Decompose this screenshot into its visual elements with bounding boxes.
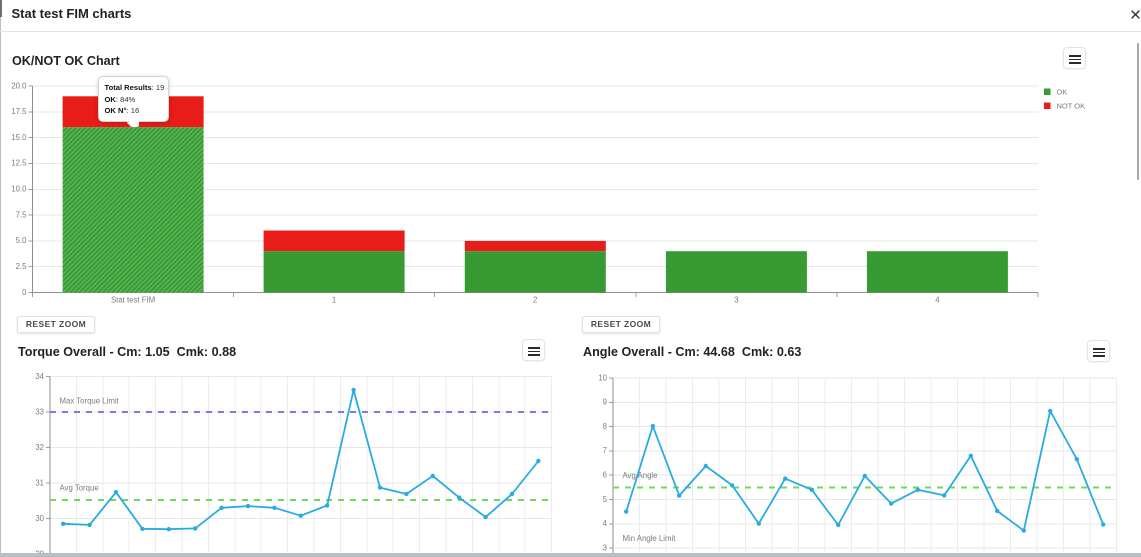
svg-text:2.5: 2.5 <box>16 262 28 271</box>
svg-text:Max Torque Limit: Max Torque Limit <box>60 396 120 405</box>
svg-text:4: 4 <box>935 296 940 305</box>
svg-text:15.0: 15.0 <box>11 133 27 142</box>
svg-text:4: 4 <box>603 519 608 528</box>
svg-text:3: 3 <box>734 296 738 305</box>
svg-text:9: 9 <box>603 398 607 407</box>
svg-text:31: 31 <box>35 478 44 487</box>
svg-text:30: 30 <box>35 514 44 523</box>
svg-text:NOT OK: NOT OK <box>1057 102 1086 111</box>
svg-text:2: 2 <box>533 296 537 305</box>
svg-text:10: 10 <box>598 373 607 382</box>
svg-text:10.0: 10.0 <box>11 185 27 194</box>
svg-text:7: 7 <box>603 446 607 455</box>
svg-text:3: 3 <box>603 543 607 552</box>
svg-text:0: 0 <box>22 288 27 297</box>
svg-text:8: 8 <box>603 422 607 431</box>
svg-text:34: 34 <box>35 372 44 381</box>
svg-text:Min Angle Limit: Min Angle Limit <box>623 534 677 543</box>
svg-text:OK: OK <box>1057 88 1068 97</box>
svg-text:32: 32 <box>35 443 44 452</box>
svg-text:5: 5 <box>603 495 608 504</box>
svg-text:1: 1 <box>332 296 336 305</box>
svg-text:7.5: 7.5 <box>16 210 28 219</box>
svg-text:Avg Torque: Avg Torque <box>60 483 99 492</box>
svg-text:Avg Angle: Avg Angle <box>623 471 658 480</box>
svg-text:5.0: 5.0 <box>16 236 28 245</box>
svg-text:12.5: 12.5 <box>11 159 27 168</box>
svg-text:6: 6 <box>603 471 607 480</box>
svg-text:33: 33 <box>35 407 44 416</box>
svg-text:17.5: 17.5 <box>11 107 27 116</box>
svg-text:Stat test FIM: Stat test FIM <box>111 296 155 305</box>
svg-text:20.0: 20.0 <box>11 81 27 90</box>
